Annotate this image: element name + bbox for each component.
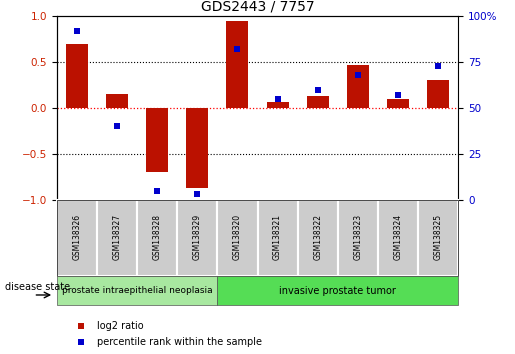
Bar	[298, 200, 338, 276]
Point	[314, 87, 322, 92]
Bar	[186, 108, 208, 188]
Text: invasive prostate tumor: invasive prostate tumor	[280, 286, 396, 296]
Point	[354, 72, 362, 78]
Bar	[146, 108, 168, 172]
Bar	[227, 21, 248, 108]
Bar	[338, 200, 378, 276]
Bar	[258, 200, 298, 276]
Bar	[217, 200, 258, 276]
Point	[394, 92, 402, 98]
Text: GSM138320: GSM138320	[233, 213, 242, 259]
Text: GSM138327: GSM138327	[112, 213, 122, 259]
Text: GSM138328: GSM138328	[152, 213, 162, 259]
Bar	[66, 44, 88, 108]
Point	[73, 28, 81, 34]
Point	[153, 188, 161, 194]
Bar	[347, 65, 369, 108]
Bar	[307, 96, 329, 108]
Bar	[57, 276, 217, 305]
Bar	[418, 200, 458, 276]
Text: GSM138321: GSM138321	[273, 213, 282, 259]
Bar	[387, 99, 409, 108]
Text: percentile rank within the sample: percentile rank within the sample	[97, 337, 262, 347]
Point	[434, 63, 442, 68]
Text: GSM138329: GSM138329	[193, 213, 202, 259]
Point	[113, 124, 121, 129]
Title: GDS2443 / 7757: GDS2443 / 7757	[201, 0, 314, 13]
Text: GSM138324: GSM138324	[393, 213, 403, 259]
Point	[193, 192, 201, 197]
Text: prostate intraepithelial neoplasia: prostate intraepithelial neoplasia	[62, 286, 212, 295]
Bar	[378, 200, 418, 276]
Point	[77, 323, 85, 329]
Bar	[106, 94, 128, 108]
Text: log2 ratio: log2 ratio	[97, 321, 144, 331]
Point	[77, 339, 85, 344]
Bar	[177, 200, 217, 276]
Text: disease state: disease state	[5, 282, 70, 292]
Bar	[137, 200, 177, 276]
Bar	[427, 80, 449, 108]
Bar	[267, 102, 288, 108]
Text: GSM138323: GSM138323	[353, 213, 363, 259]
Text: GSM138322: GSM138322	[313, 213, 322, 259]
Bar	[217, 276, 458, 305]
Bar	[97, 200, 137, 276]
Point	[273, 96, 282, 102]
Text: GSM138326: GSM138326	[72, 213, 81, 259]
Bar	[57, 200, 97, 276]
Point	[233, 46, 242, 52]
Text: GSM138325: GSM138325	[434, 213, 443, 259]
